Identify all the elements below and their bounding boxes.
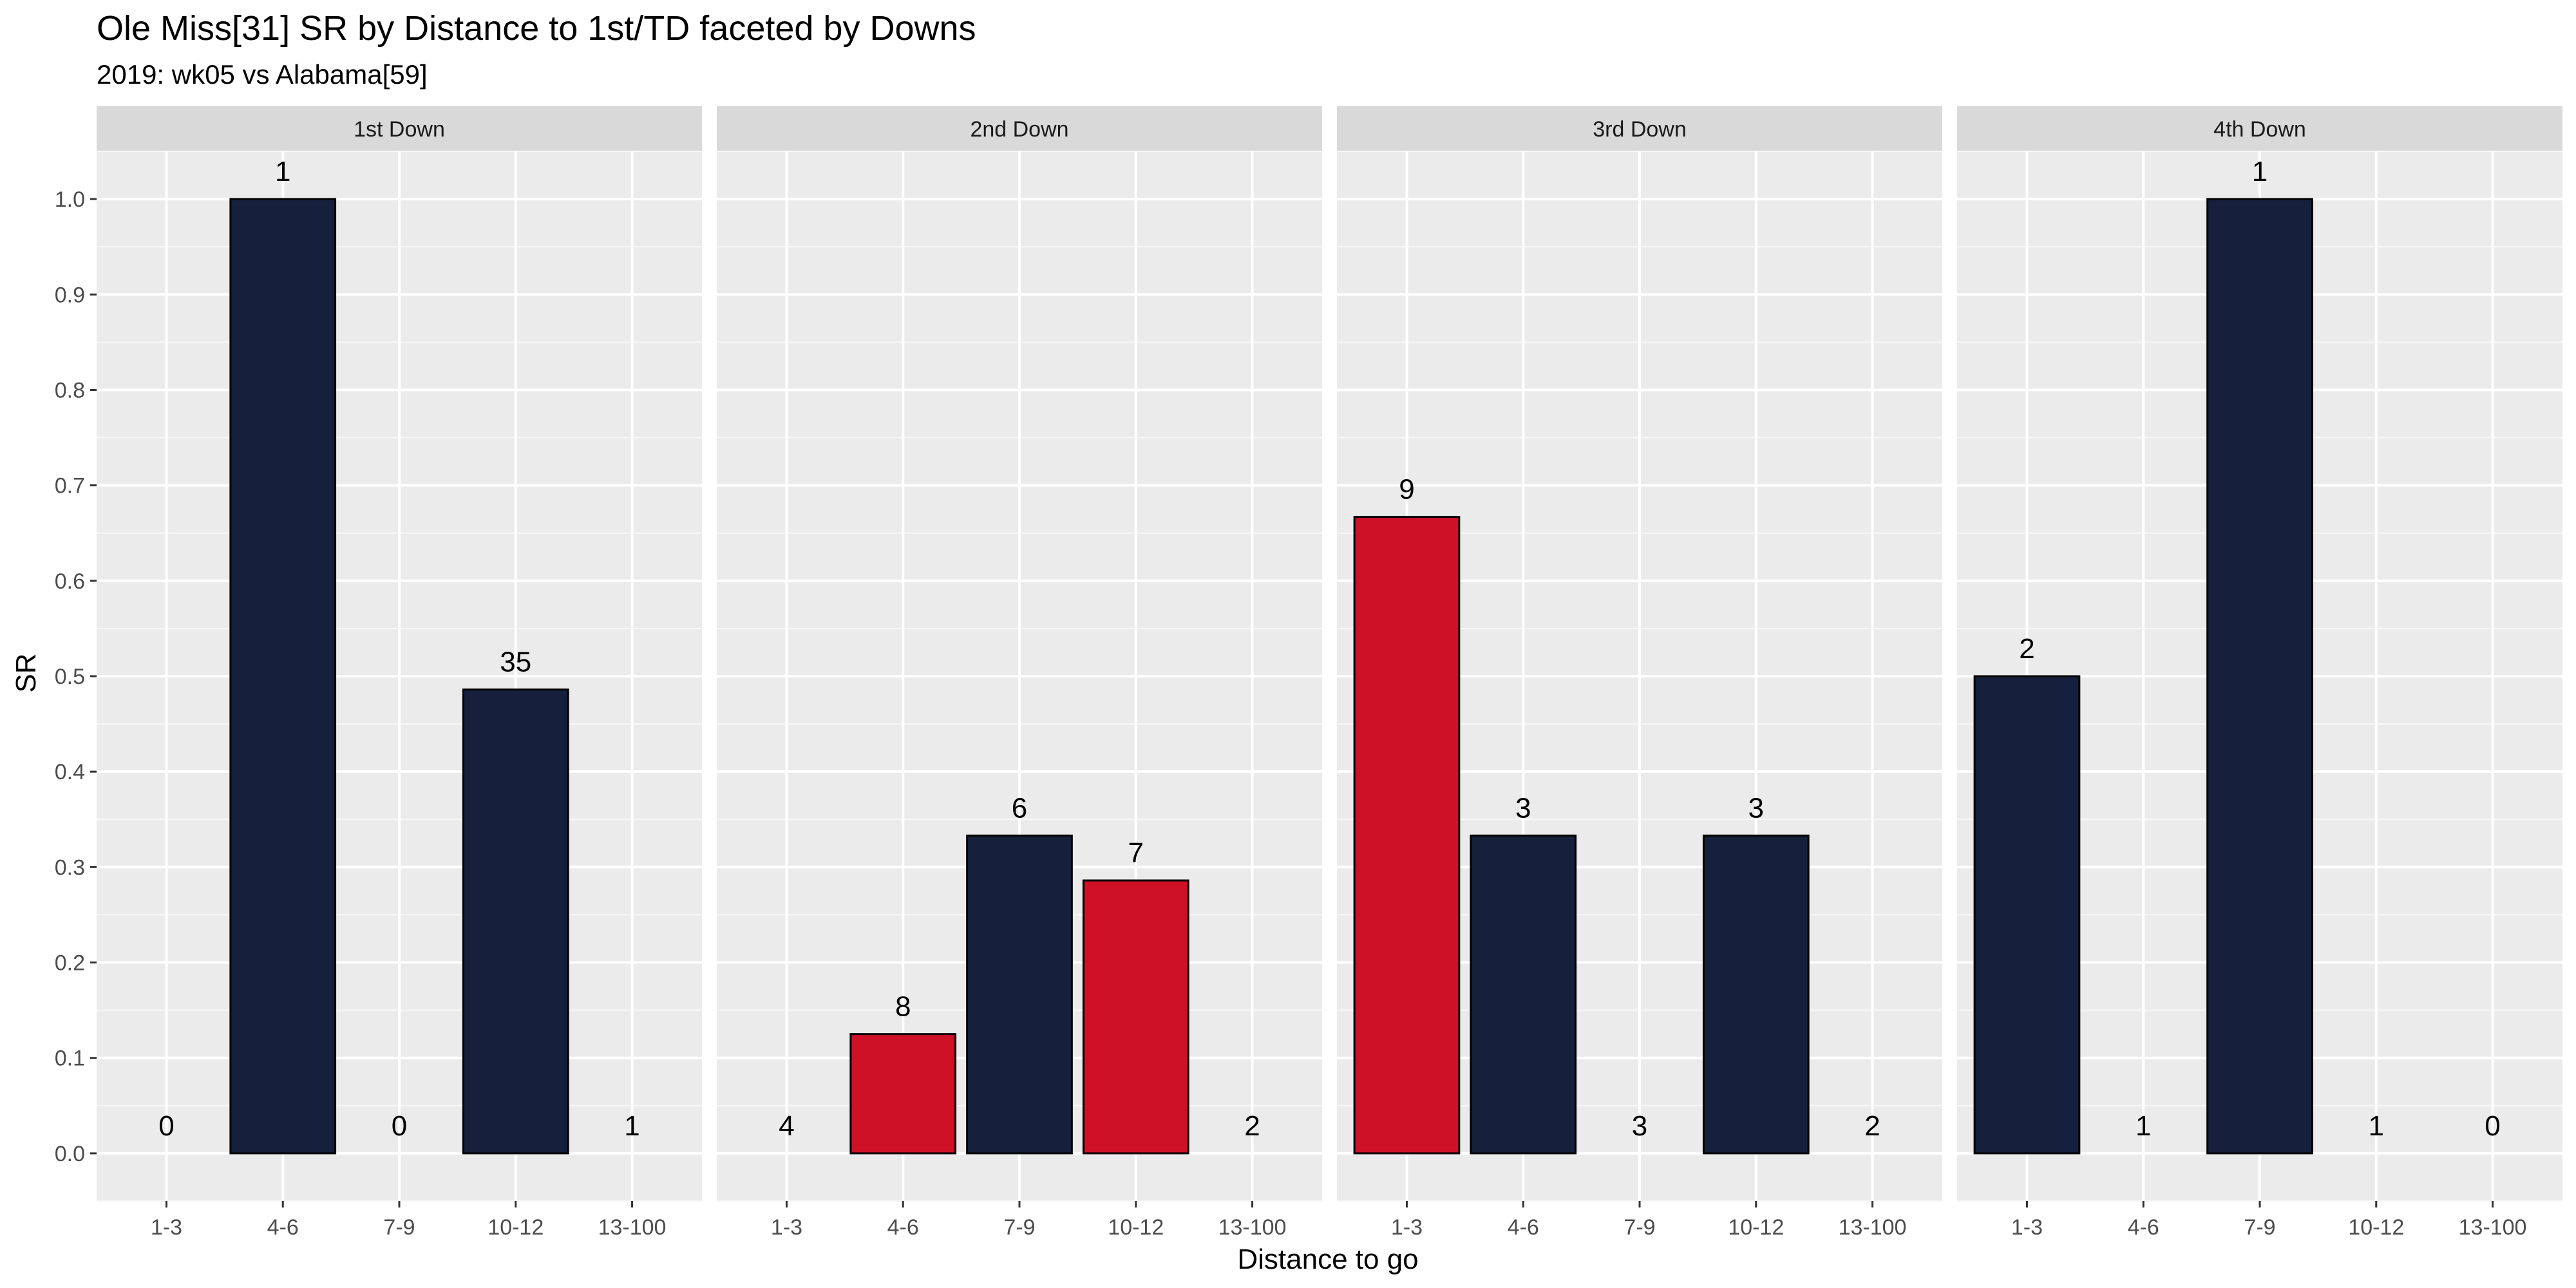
facet-strip-label: 1st Down [354, 117, 445, 142]
x-tick-label: 13-100 [2459, 1215, 2527, 1240]
x-tick-label: 7-9 [383, 1215, 415, 1240]
facet-panel: 1st Down 0 1 0 35 1 1-3 4-6 7-9 10-12 13-100 [97, 106, 702, 1240]
facet-strip [97, 106, 702, 151]
y-tick-label: 0.5 [55, 665, 85, 689]
x-tick-label: 1-3 [1391, 1215, 1423, 1240]
x-tick-label: 13-100 [598, 1215, 667, 1240]
bar-count-label: 0 [2485, 1110, 2500, 1142]
bar-count-label: 35 [500, 647, 531, 678]
facet-panel: 2nd Down 4 8 6 7 2 1-3 4-6 7-9 10-12 13-100 [717, 106, 1322, 1240]
bar [2206, 198, 2313, 1155]
x-tick-label: 10-12 [2348, 1215, 2404, 1240]
y-tick-label: 0.7 [55, 474, 85, 498]
chart-subtitle: 2019: wk05 vs Alabama[59] [97, 59, 428, 90]
facet-strip-label: 3rd Down [1593, 117, 1687, 142]
y-axis-title: SR [10, 653, 42, 692]
x-tick-label: 4-6 [1508, 1215, 1539, 1240]
bar-count-label: 3 [1632, 1110, 1647, 1142]
x-tick-label: 1-3 [771, 1215, 802, 1240]
x-tick-label: 4-6 [887, 1215, 919, 1240]
bar-count-label: 0 [392, 1110, 407, 1142]
bar-count-label: 7 [1128, 837, 1144, 869]
x-tick-label: 1-3 [2011, 1215, 2043, 1240]
y-tick-label: 0.2 [55, 951, 85, 976]
bar-count-label: 2 [1864, 1110, 1880, 1142]
y-tick-label: 0.0 [55, 1142, 85, 1166]
y-tick-label: 0.4 [55, 760, 85, 784]
bar-count-label: 4 [779, 1110, 794, 1142]
y-tick-label: 1.0 [55, 187, 85, 212]
bar [966, 834, 1073, 1155]
bar [849, 1033, 957, 1155]
bar-count-label: 3 [1515, 792, 1531, 824]
facet-panel: 3rd Down 9 3 3 3 2 1-3 4-6 7-9 10-12 13-100 [1337, 106, 1942, 1240]
bar-count-label: 1 [275, 156, 290, 187]
bar-count-label: 2 [2019, 633, 2034, 665]
facet-strip [1957, 106, 2562, 151]
bar-count-label: 8 [895, 991, 911, 1023]
x-axis-title: Distance to go [1237, 1244, 1418, 1275]
facet-strip-label: 2nd Down [970, 117, 1068, 142]
bar [1353, 516, 1461, 1155]
x-tick-label: 4-6 [2128, 1215, 2159, 1240]
x-tick-label: 4-6 [267, 1215, 299, 1240]
x-tick-label: 1-3 [151, 1215, 182, 1240]
x-tick-label: 10-12 [1108, 1215, 1164, 1240]
x-tick-label: 7-9 [2244, 1215, 2275, 1240]
x-tick-label: 13-100 [1839, 1215, 1907, 1240]
bar-count-label: 1 [2136, 1110, 2151, 1142]
x-tick-label: 7-9 [1624, 1215, 1655, 1240]
y-axis: 0.0 0.1 0.2 0.3 0.4 0.5 0.6 0.7 0.8 0.9 1.0 [55, 187, 97, 1166]
x-tick-label: 13-100 [1218, 1215, 1287, 1240]
bar-count-label: 1 [2252, 156, 2268, 187]
x-tick-label: 7-9 [1003, 1215, 1035, 1240]
bar [1082, 879, 1189, 1155]
bar-count-label: 6 [1012, 792, 1027, 824]
facet-strip [717, 106, 1322, 151]
facet-panel: 4th Down 2 1 1 1 0 1-3 4-6 7-9 10-12 13-100 [1957, 106, 2562, 1240]
bar-count-label: 3 [1748, 792, 1764, 824]
bar-count-label: 1 [2369, 1110, 2384, 1142]
bar-count-label: 0 [158, 1110, 174, 1142]
bar [1973, 675, 2081, 1155]
bar [229, 198, 337, 1155]
x-tick-label: 10-12 [1728, 1215, 1784, 1240]
facet-strip [1337, 106, 1942, 151]
y-tick-label: 0.6 [55, 569, 85, 594]
bar [462, 688, 569, 1155]
x-tick-label: 10-12 [488, 1215, 544, 1240]
facet-strip-label: 4th Down [2213, 117, 2306, 142]
bar [1702, 834, 1810, 1155]
bar [1470, 834, 1577, 1155]
bar-count-label: 2 [1244, 1110, 1260, 1142]
y-tick-label: 0.1 [55, 1046, 85, 1071]
bar-count-label: 1 [624, 1110, 639, 1142]
y-tick-label: 0.8 [55, 378, 85, 402]
chart-title: Ole Miss[31] SR by Distance to 1st/TD fa… [97, 9, 976, 48]
bar-count-label: 9 [1399, 474, 1414, 506]
y-tick-label: 0.3 [55, 855, 85, 880]
y-tick-label: 0.9 [55, 283, 85, 307]
